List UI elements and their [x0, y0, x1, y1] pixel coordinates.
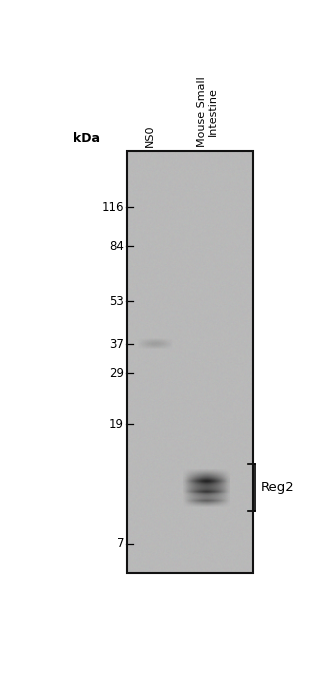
Text: Mouse Small
Intestine: Mouse Small Intestine: [197, 76, 218, 147]
Bar: [127, 151, 253, 572]
Text: 84: 84: [109, 239, 124, 252]
Text: 116: 116: [102, 201, 124, 214]
Text: 19: 19: [109, 418, 124, 431]
Text: 29: 29: [109, 367, 124, 380]
Text: kDa: kDa: [74, 131, 100, 144]
Text: 53: 53: [110, 294, 124, 308]
Text: 37: 37: [109, 338, 124, 351]
Text: Reg2: Reg2: [261, 481, 295, 493]
Text: NS0: NS0: [145, 125, 155, 147]
Text: 7: 7: [117, 537, 124, 550]
